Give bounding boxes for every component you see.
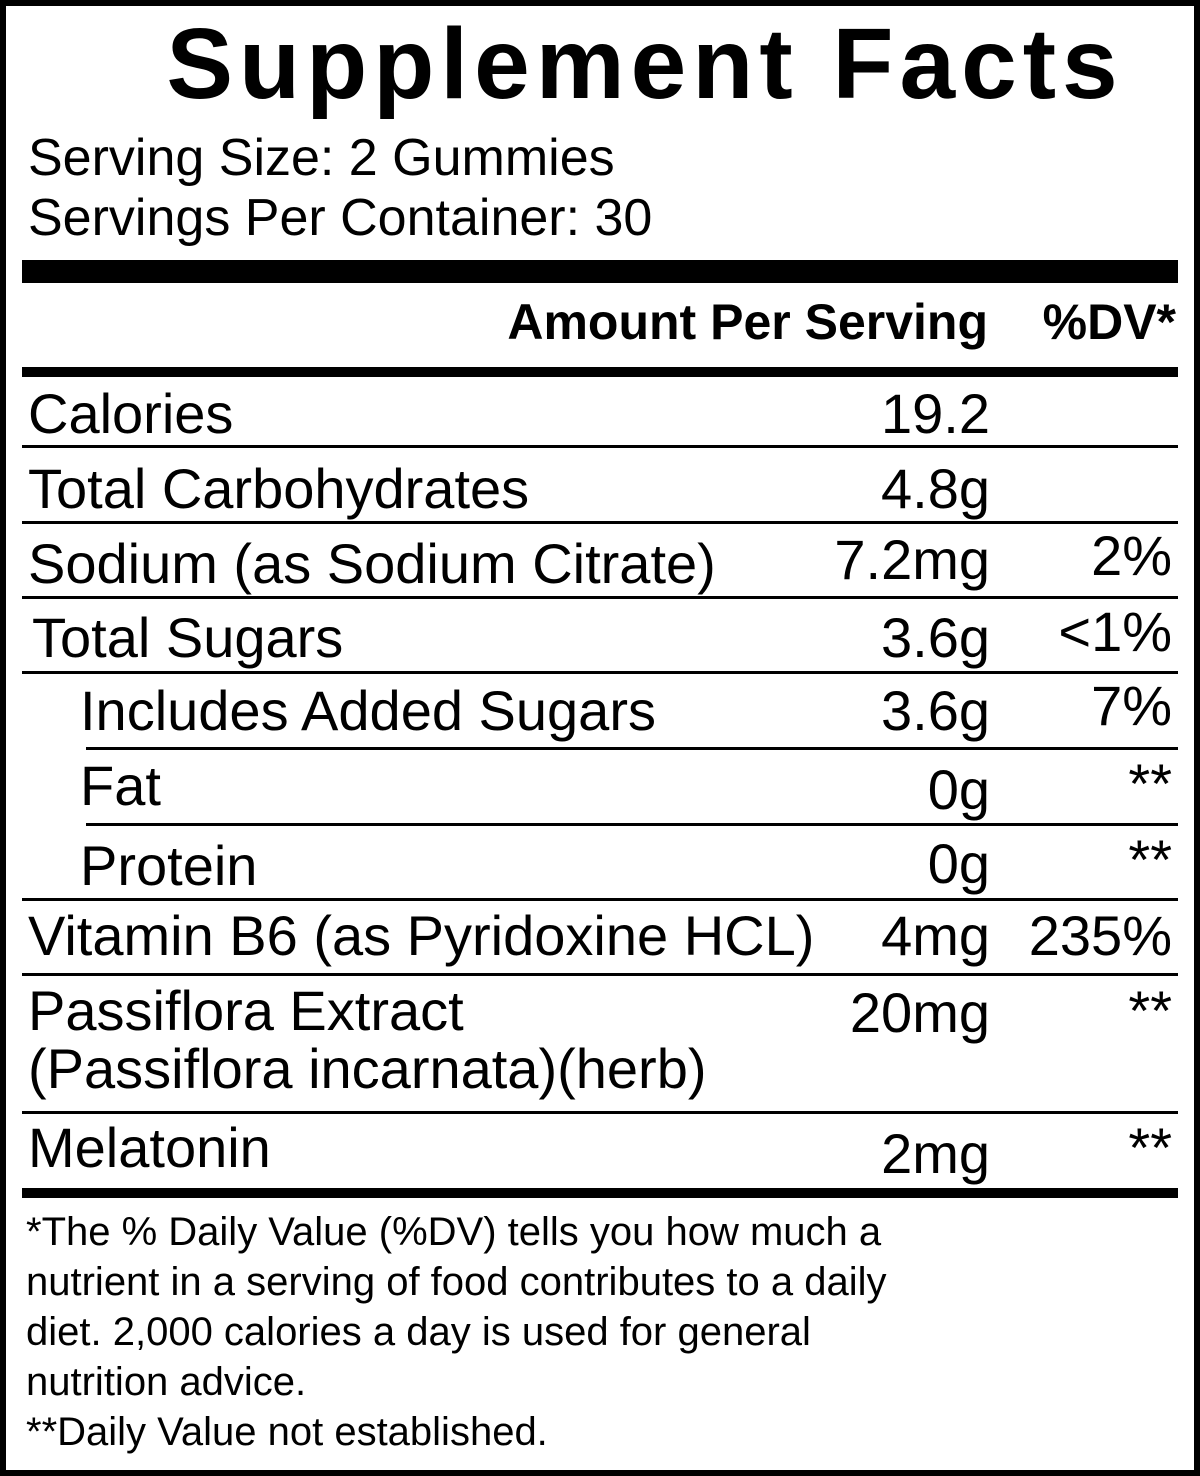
nutrient-label: Passiflora Extract xyxy=(28,979,464,1042)
nutrient-amount: 3.6g xyxy=(881,679,990,742)
nutrient-amount: 0g xyxy=(927,758,990,821)
row-divider xyxy=(86,747,1178,750)
nutrient-amount: 20mg xyxy=(849,981,990,1044)
nutrient-label: Total Sugars xyxy=(32,606,344,669)
page-title: Supplement Facts xyxy=(166,8,1124,120)
nutrient-dv: ** xyxy=(1128,1116,1172,1179)
servings-per-container: Servings Per Container: 30 xyxy=(28,189,653,247)
thick-divider xyxy=(22,260,1178,283)
medium-divider xyxy=(22,367,1178,377)
row-divider xyxy=(22,596,1178,599)
medium-divider xyxy=(22,1188,1178,1198)
row-divider xyxy=(22,973,1178,976)
nutrient-amount: 2mg xyxy=(881,1122,990,1185)
nutrient-label: Melatonin xyxy=(28,1116,271,1179)
nutrient-label: Sodium (as Sodium Citrate) xyxy=(28,532,716,595)
nutrient-amount: 7.2mg xyxy=(834,528,990,591)
nutrient-dv: 2% xyxy=(1091,524,1172,587)
footnote-line: **Daily Value not established. xyxy=(26,1410,548,1454)
nutrient-dv: 7% xyxy=(1091,674,1172,737)
footnote-line: nutrition advice. xyxy=(26,1360,307,1404)
nutrient-dv: ** xyxy=(1128,828,1172,891)
nutrient-label: Protein xyxy=(80,834,258,897)
row-divider xyxy=(22,521,1178,524)
footnote-line: diet. 2,000 calories a day is used for g… xyxy=(26,1310,811,1354)
row-divider xyxy=(22,1111,1178,1114)
nutrient-label: Includes Added Sugars xyxy=(80,679,656,742)
nutrient-label: Total Carbohydrates xyxy=(28,457,530,520)
nutrient-amount: 0g xyxy=(927,832,990,895)
nutrient-dv: 235% xyxy=(1028,904,1172,967)
row-divider xyxy=(22,445,1178,448)
dv-header: %DV* xyxy=(1042,294,1176,350)
nutrient-label-secondary: (Passiflora incarnata)(herb) xyxy=(28,1037,707,1100)
nutrient-label: Vitamin B6 (as Pyridoxine HCL) xyxy=(28,904,815,967)
nutrient-dv: ** xyxy=(1128,752,1172,815)
footnote-line: *The % Daily Value (%DV) tells you how m… xyxy=(26,1210,882,1254)
row-divider xyxy=(22,898,1178,901)
serving-size: Serving Size: 2 Gummies xyxy=(28,129,615,187)
row-divider xyxy=(22,671,1178,674)
nutrient-dv: ** xyxy=(1128,979,1172,1042)
nutrient-label: Fat xyxy=(80,754,161,817)
nutrient-amount: 19.2 xyxy=(881,382,990,445)
nutrient-label: Calories xyxy=(28,382,234,445)
amount-per-serving-header: Amount Per Serving xyxy=(507,294,988,350)
nutrient-amount: 4mg xyxy=(881,904,990,967)
nutrient-dv: <1% xyxy=(1058,600,1172,663)
nutrient-amount: 3.6g xyxy=(881,606,990,669)
row-divider xyxy=(86,823,1178,826)
nutrient-amount: 4.8g xyxy=(881,457,990,520)
footnote-line: nutrient in a serving of food contribute… xyxy=(26,1260,887,1304)
